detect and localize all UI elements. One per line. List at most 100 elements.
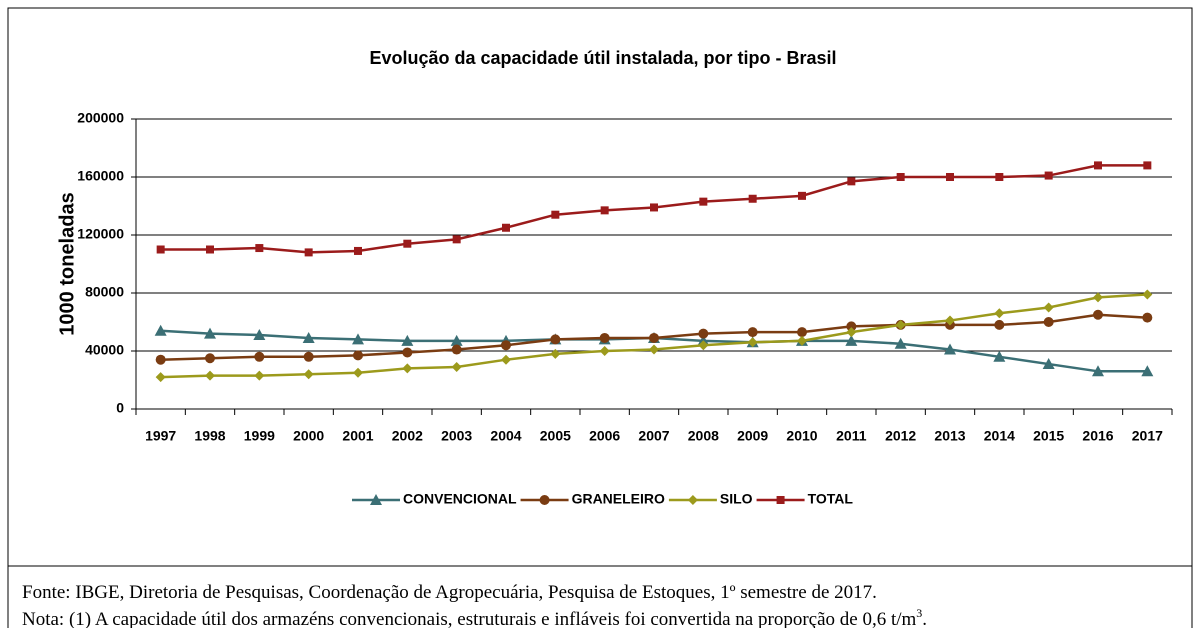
x-tick-label: 2000 [293, 428, 324, 444]
marker [253, 329, 266, 341]
footnote-note: Nota: (1) A capacidade útil dos armazéns… [22, 606, 927, 628]
marker [798, 191, 806, 200]
marker [550, 348, 561, 359]
marker [302, 331, 315, 343]
x-tick-label: 2010 [786, 428, 817, 444]
marker [501, 354, 511, 365]
marker [551, 210, 560, 219]
marker [1143, 161, 1152, 170]
marker [204, 327, 216, 339]
marker [1141, 365, 1154, 377]
marker [845, 334, 858, 346]
marker [747, 337, 758, 348]
marker [699, 197, 708, 206]
marker [797, 327, 807, 338]
marker [155, 354, 166, 365]
marker [776, 496, 785, 504]
marker [353, 350, 363, 361]
legend-label: CONVENCIONAL [403, 491, 517, 507]
marker [450, 334, 463, 346]
marker [206, 245, 214, 254]
note-sup: 3 [916, 606, 922, 620]
marker [847, 177, 856, 186]
legend-item: SILO [668, 491, 753, 507]
chart-title: Evolução da capacidade útil instalada, p… [369, 48, 836, 68]
marker [255, 244, 264, 253]
marker [451, 361, 462, 372]
marker [1142, 312, 1153, 323]
marker [539, 495, 550, 505]
x-tick-label: 2002 [392, 428, 423, 444]
marker [846, 321, 857, 332]
x-tick-label: 2003 [441, 428, 472, 444]
marker [403, 239, 412, 248]
x-tick-label: 2008 [688, 428, 719, 444]
x-tick-label: 2012 [885, 428, 916, 444]
marker [650, 203, 658, 212]
marker [451, 344, 462, 355]
marker [370, 494, 382, 505]
marker [502, 223, 510, 232]
marker [748, 194, 757, 203]
marker [698, 328, 709, 339]
marker [995, 173, 1004, 181]
x-tick-label: 1999 [244, 428, 275, 444]
marker [254, 370, 265, 381]
marker [1092, 365, 1104, 377]
y-tick-label: 40000 [85, 342, 124, 358]
footnote-source: Fonte: IBGE, Diretoria de Pesquisas, Coo… [22, 582, 877, 603]
marker [1093, 309, 1103, 320]
x-tick-label: 2004 [490, 428, 521, 444]
marker [747, 327, 758, 338]
x-tick-label: 2017 [1132, 428, 1163, 444]
marker [303, 369, 314, 380]
legend-item: TOTAL [756, 491, 854, 507]
marker [254, 351, 265, 362]
legend-label: SILO [720, 491, 753, 507]
x-tick-label: 2016 [1082, 428, 1113, 444]
marker [205, 370, 215, 381]
marker [687, 495, 698, 505]
x-tick-label: 2007 [638, 428, 669, 444]
legend-item: CONVENCIONAL [352, 491, 517, 507]
marker [155, 372, 166, 383]
legend-item: GRANELEIRO [520, 491, 665, 507]
x-tick-label: 1997 [145, 428, 176, 444]
x-tick-label: 2011 [836, 428, 867, 444]
marker [895, 319, 906, 330]
marker [550, 334, 561, 345]
x-tick-label: 2005 [540, 428, 571, 444]
marker [1094, 161, 1102, 170]
marker [402, 347, 413, 358]
marker [205, 353, 215, 364]
chart-frame [7, 7, 1193, 628]
marker [401, 334, 414, 346]
marker [154, 324, 167, 336]
x-tick-label: 2013 [934, 428, 965, 444]
marker [354, 246, 362, 255]
legend-label: TOTAL [808, 491, 854, 507]
y-tick-label: 120000 [77, 226, 124, 242]
y-tick-label: 0 [116, 400, 124, 416]
x-tick-label: 1998 [194, 428, 225, 444]
y-tick-label: 200000 [77, 110, 124, 126]
marker [303, 351, 314, 362]
marker [352, 333, 364, 345]
y-tick-label: 80000 [85, 284, 124, 300]
marker [649, 344, 659, 355]
marker [944, 343, 956, 355]
marker [156, 245, 165, 254]
marker [945, 315, 955, 326]
marker [1142, 289, 1153, 300]
marker [1093, 292, 1103, 303]
marker [896, 173, 905, 181]
marker [797, 335, 807, 346]
marker [894, 337, 907, 349]
marker [1043, 317, 1054, 327]
marker [846, 327, 857, 338]
marker [994, 319, 1005, 330]
marker [501, 340, 511, 351]
marker [946, 173, 954, 181]
legend-label: GRANELEIRO [572, 491, 665, 507]
